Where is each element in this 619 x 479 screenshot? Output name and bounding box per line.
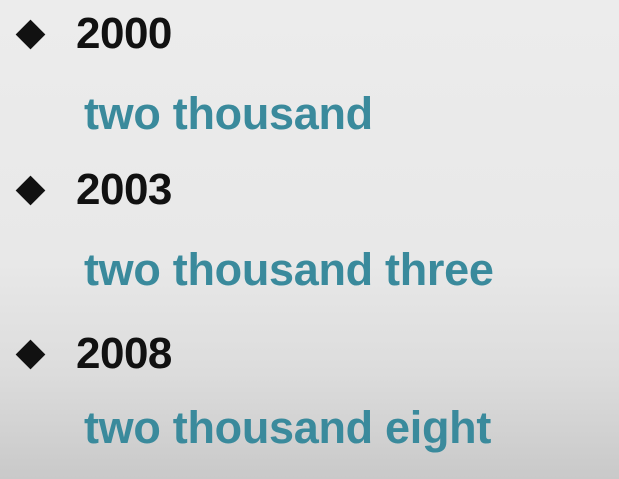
year-label: 2008 [76,329,172,378]
year-label: 2003 [76,165,172,214]
year-label: 2000 [76,9,172,58]
diamond-bullet-icon [15,175,46,206]
diamond-bullet-icon [15,19,46,50]
year-in-words: two thousand eight [84,402,492,453]
year-in-words: two thousand three [84,244,494,295]
diamond-bullet-icon [15,339,46,370]
year-in-words: two thousand [84,88,373,139]
